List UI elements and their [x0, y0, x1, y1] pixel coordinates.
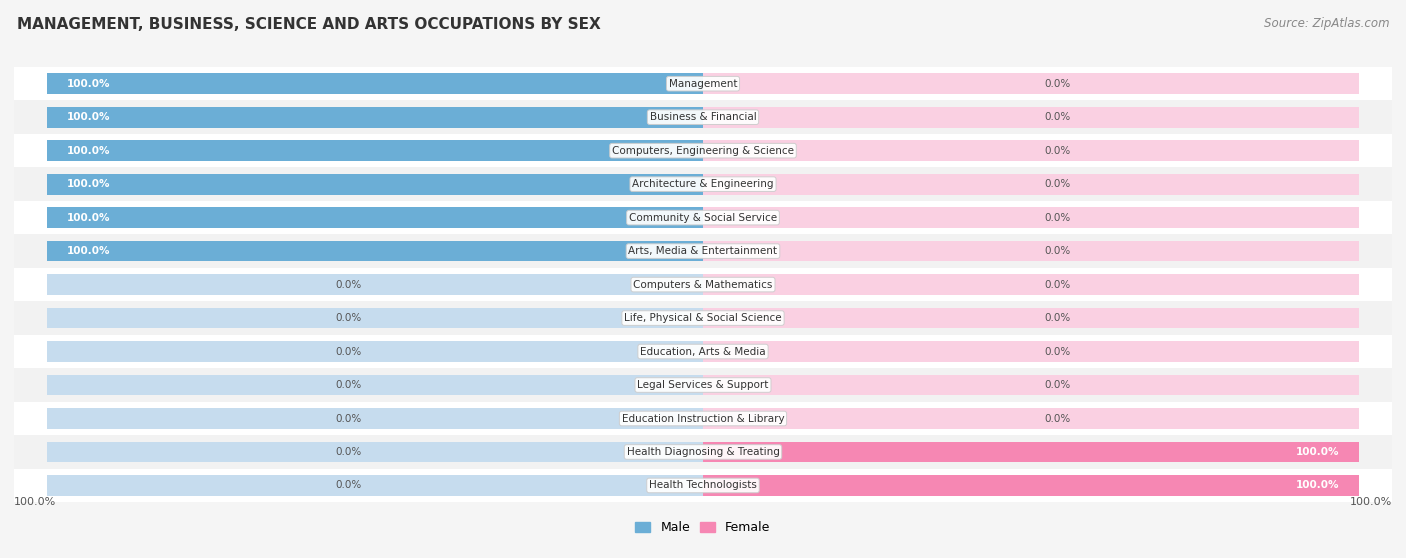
Bar: [14, 268, 1392, 301]
Text: 0.0%: 0.0%: [336, 313, 361, 323]
Text: Computers & Mathematics: Computers & Mathematics: [633, 280, 773, 290]
Text: 0.0%: 0.0%: [336, 447, 361, 457]
Text: 100.0%: 100.0%: [1296, 480, 1340, 490]
Bar: [46, 240, 703, 262]
Bar: [46, 73, 703, 94]
Text: 0.0%: 0.0%: [1045, 347, 1070, 357]
Bar: [14, 368, 1392, 402]
Bar: [703, 240, 1360, 262]
Text: 100.0%: 100.0%: [1350, 497, 1392, 507]
Bar: [14, 301, 1392, 335]
Text: 0.0%: 0.0%: [1045, 313, 1070, 323]
Text: 0.0%: 0.0%: [1045, 179, 1070, 189]
Text: 0.0%: 0.0%: [1045, 146, 1070, 156]
Text: Education Instruction & Library: Education Instruction & Library: [621, 413, 785, 424]
Text: Life, Physical & Social Science: Life, Physical & Social Science: [624, 313, 782, 323]
Text: Computers, Engineering & Science: Computers, Engineering & Science: [612, 146, 794, 156]
Bar: [703, 207, 1360, 228]
Legend: Male, Female: Male, Female: [630, 517, 776, 540]
Text: 0.0%: 0.0%: [1045, 380, 1070, 390]
Bar: [14, 234, 1392, 268]
Text: Legal Services & Support: Legal Services & Support: [637, 380, 769, 390]
Bar: [46, 174, 703, 195]
Text: Education, Arts & Media: Education, Arts & Media: [640, 347, 766, 357]
Bar: [703, 341, 1360, 362]
Bar: [14, 469, 1392, 502]
Bar: [703, 374, 1360, 396]
Bar: [46, 240, 703, 262]
Bar: [14, 435, 1392, 469]
Bar: [703, 107, 1360, 128]
Bar: [14, 402, 1392, 435]
Bar: [703, 475, 1360, 496]
Bar: [46, 107, 703, 128]
Bar: [46, 174, 703, 195]
Text: Management: Management: [669, 79, 737, 89]
Bar: [46, 475, 703, 496]
Text: Arts, Media & Entertainment: Arts, Media & Entertainment: [628, 246, 778, 256]
Bar: [14, 167, 1392, 201]
Text: Health Technologists: Health Technologists: [650, 480, 756, 490]
Text: 0.0%: 0.0%: [1045, 413, 1070, 424]
Bar: [14, 67, 1392, 100]
Bar: [46, 140, 703, 161]
Bar: [703, 408, 1360, 429]
Text: Health Diagnosing & Treating: Health Diagnosing & Treating: [627, 447, 779, 457]
Text: 0.0%: 0.0%: [336, 280, 361, 290]
Bar: [46, 107, 703, 128]
Bar: [703, 475, 1360, 496]
Bar: [46, 374, 703, 396]
Bar: [14, 201, 1392, 234]
Bar: [14, 100, 1392, 134]
Bar: [703, 73, 1360, 94]
Text: 100.0%: 100.0%: [66, 213, 110, 223]
Text: 100.0%: 100.0%: [66, 112, 110, 122]
Text: 0.0%: 0.0%: [336, 480, 361, 490]
Bar: [46, 307, 703, 329]
Bar: [46, 73, 703, 94]
Text: 100.0%: 100.0%: [66, 79, 110, 89]
Text: 100.0%: 100.0%: [66, 179, 110, 189]
Bar: [46, 274, 703, 295]
Text: 0.0%: 0.0%: [1045, 213, 1070, 223]
Text: 100.0%: 100.0%: [1296, 447, 1340, 457]
Bar: [46, 207, 703, 228]
Bar: [703, 140, 1360, 161]
Bar: [703, 174, 1360, 195]
Text: Business & Financial: Business & Financial: [650, 112, 756, 122]
Bar: [703, 441, 1360, 463]
Bar: [703, 441, 1360, 463]
Bar: [703, 307, 1360, 329]
Text: 0.0%: 0.0%: [336, 347, 361, 357]
Bar: [46, 408, 703, 429]
Text: 100.0%: 100.0%: [14, 497, 56, 507]
Bar: [46, 207, 703, 228]
Text: 0.0%: 0.0%: [1045, 246, 1070, 256]
Text: 0.0%: 0.0%: [336, 380, 361, 390]
Bar: [14, 335, 1392, 368]
Text: Source: ZipAtlas.com: Source: ZipAtlas.com: [1264, 17, 1389, 30]
Text: 0.0%: 0.0%: [1045, 112, 1070, 122]
Text: Community & Social Service: Community & Social Service: [628, 213, 778, 223]
Bar: [14, 134, 1392, 167]
Text: 0.0%: 0.0%: [336, 413, 361, 424]
Text: MANAGEMENT, BUSINESS, SCIENCE AND ARTS OCCUPATIONS BY SEX: MANAGEMENT, BUSINESS, SCIENCE AND ARTS O…: [17, 17, 600, 32]
Text: Architecture & Engineering: Architecture & Engineering: [633, 179, 773, 189]
Bar: [46, 441, 703, 463]
Text: 100.0%: 100.0%: [66, 246, 110, 256]
Text: 0.0%: 0.0%: [1045, 280, 1070, 290]
Bar: [46, 140, 703, 161]
Bar: [703, 274, 1360, 295]
Text: 100.0%: 100.0%: [66, 146, 110, 156]
Bar: [46, 341, 703, 362]
Text: 0.0%: 0.0%: [1045, 79, 1070, 89]
